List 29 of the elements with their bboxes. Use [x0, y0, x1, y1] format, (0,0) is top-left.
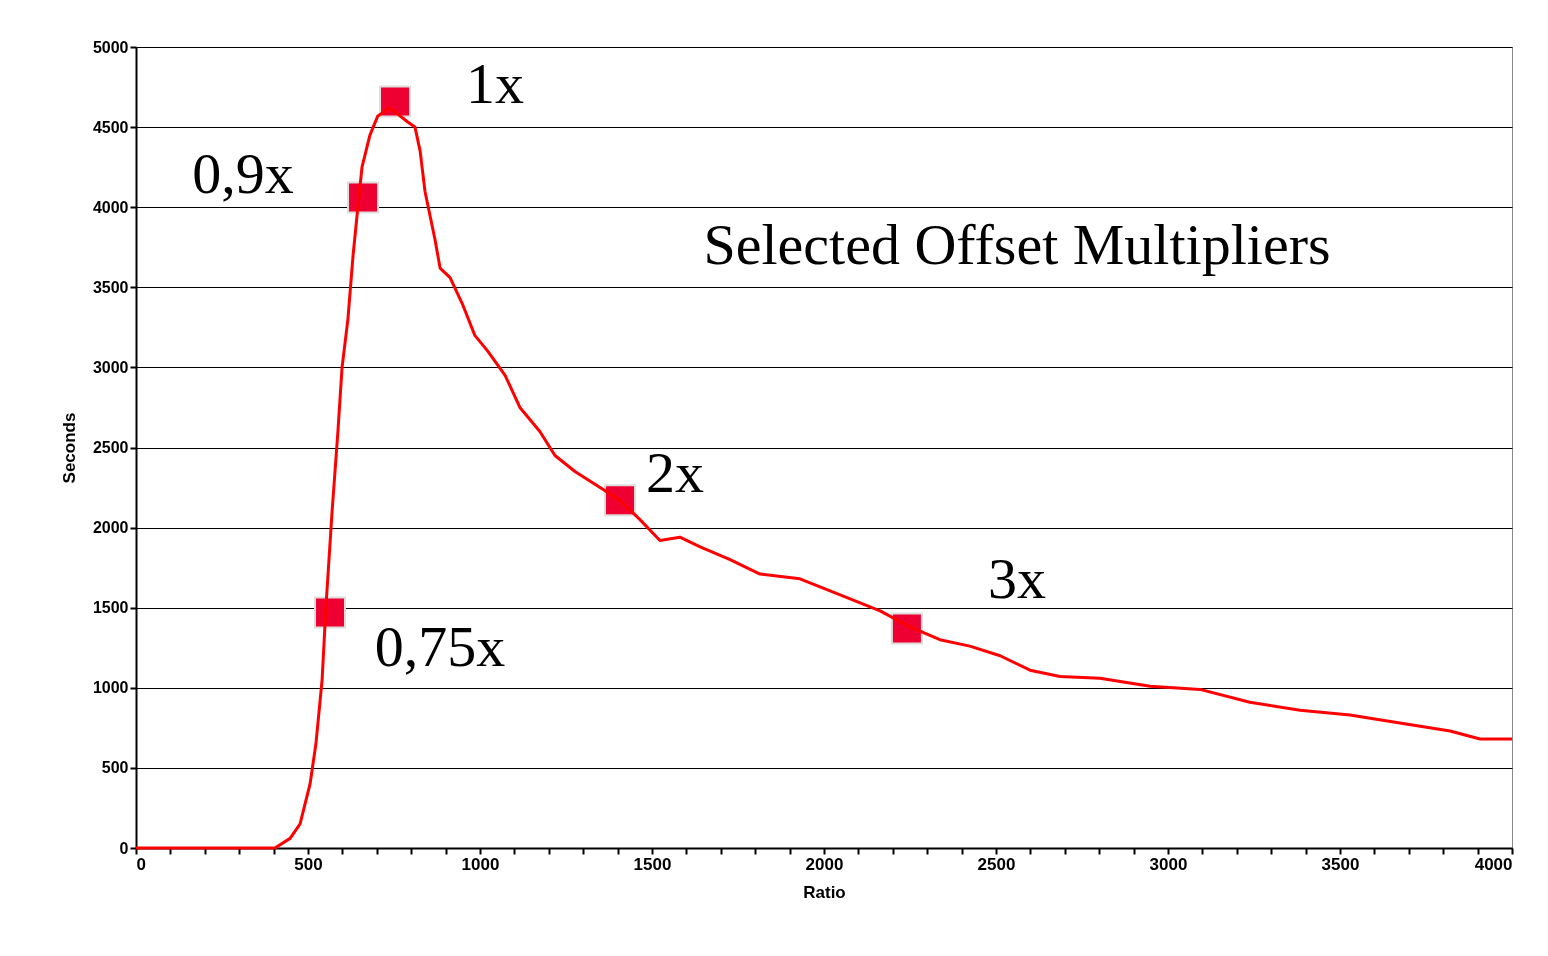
- x-tick-label: 0: [136, 854, 146, 874]
- x-tick-label: 3000: [1149, 854, 1188, 874]
- y-tick-label: 3500: [92, 278, 129, 296]
- x-tick-label: 2500: [977, 854, 1016, 874]
- annotation: 1x: [466, 51, 525, 117]
- y-tick-label: 1500: [92, 599, 129, 617]
- x-tick-label: 3500: [1321, 854, 1360, 874]
- annotation: 3x: [987, 545, 1046, 611]
- x-tick-label: 1500: [633, 854, 672, 874]
- y-tick-label: 3000: [92, 358, 129, 376]
- annotation: Selected Offset Multipliers: [703, 212, 1331, 277]
- x-tick-label: 4000: [1474, 854, 1513, 874]
- y-axis-title: Seconds: [59, 412, 79, 484]
- x-tick-label: 500: [294, 854, 323, 874]
- y-tick-label: 0: [119, 839, 129, 857]
- y-tick-label: 2500: [92, 439, 129, 456]
- point: [379, 85, 412, 118]
- x-tick-label: 2000: [805, 854, 844, 874]
- y-tick-label: 500: [101, 759, 129, 777]
- x-axis-title: Ratio: [803, 882, 846, 902]
- x-tick-label: 1000: [461, 854, 500, 874]
- y-tick-label: 5000: [92, 38, 129, 56]
- annotation: 0,75x: [374, 613, 506, 679]
- y-tick-label: 2000: [92, 519, 129, 537]
- annotation: 0,9x: [192, 140, 294, 206]
- annotation: 2x: [646, 440, 705, 506]
- y-tick-label: 4000: [92, 198, 129, 216]
- y-tick-label: 4500: [92, 118, 129, 136]
- y-tick-label: 1000: [92, 679, 129, 697]
